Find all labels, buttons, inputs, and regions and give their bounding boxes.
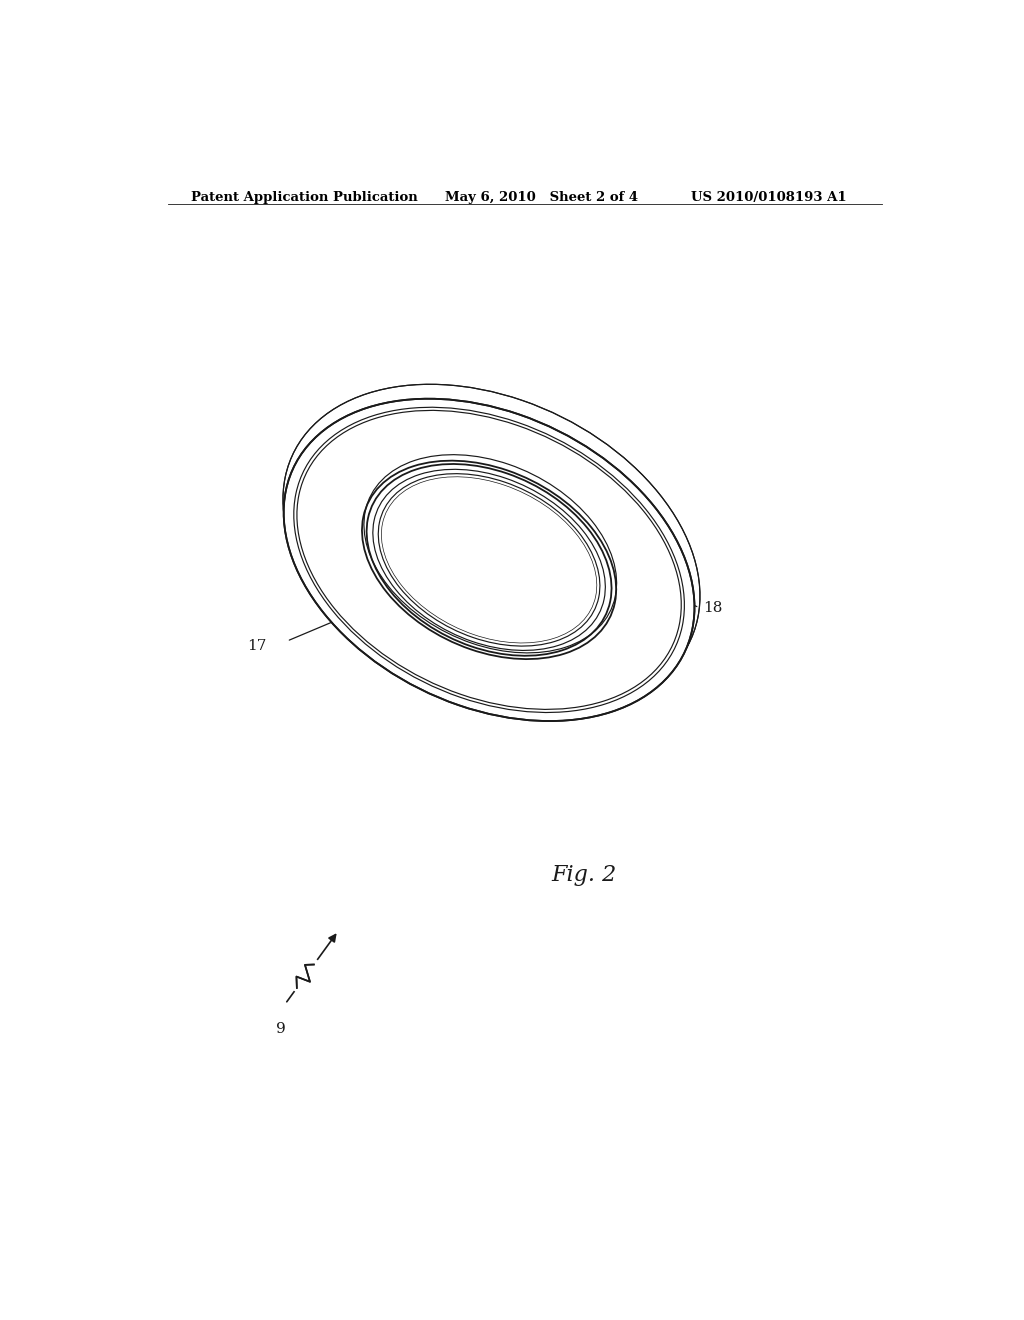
Text: 17: 17: [248, 639, 267, 653]
Text: May 6, 2010   Sheet 2 of 4: May 6, 2010 Sheet 2 of 4: [445, 191, 639, 203]
Ellipse shape: [362, 461, 616, 659]
Text: 18: 18: [703, 601, 723, 615]
Text: Fig. 2: Fig. 2: [552, 865, 616, 886]
Text: US 2010/0108193 A1: US 2010/0108193 A1: [691, 191, 847, 203]
Text: 9: 9: [276, 1022, 286, 1036]
Text: Patent Application Publication: Patent Application Publication: [191, 191, 418, 203]
Ellipse shape: [283, 384, 700, 711]
Ellipse shape: [284, 399, 694, 721]
Ellipse shape: [381, 477, 597, 643]
